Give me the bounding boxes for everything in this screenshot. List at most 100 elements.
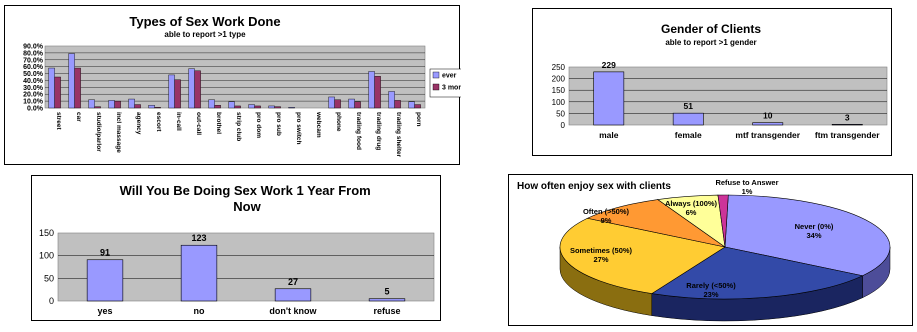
bar-3-months (174, 79, 181, 109)
bar-3-months (414, 104, 421, 109)
bar (368, 298, 406, 302)
bar-ever (408, 101, 415, 109)
chart-title: How often enjoy sex with clients (517, 181, 671, 192)
x-tick-label: mtf transgender (735, 130, 800, 140)
bar-3-months (374, 76, 381, 109)
x-tick-label: car (75, 112, 82, 122)
pie-slice (650, 246, 864, 300)
bar-3-months (274, 106, 281, 109)
y-tick-label: 100 (552, 98, 566, 107)
legend-label: ever (442, 73, 457, 80)
x-tick-label: pro sub (275, 112, 282, 136)
chart-gender-of-clients: Gender of Clients able to report >1 gend… (552, 22, 888, 140)
bar-ever (388, 91, 395, 109)
bar-3-months (234, 105, 241, 109)
data-label: 27 (288, 277, 298, 287)
x-tick-label: trading food (355, 112, 362, 150)
chart-sex-work-next-year: Will You Be Doing Sex Work 1 Year From N… (39, 183, 435, 316)
bar-ever (168, 74, 175, 109)
data-label: 3 (845, 112, 850, 122)
y-tick-label: 50.0% (23, 71, 44, 78)
y-tick-label: 30.0% (23, 85, 44, 92)
y-tick-label: 0.0% (27, 106, 44, 113)
pie-pct-label: 1% (742, 187, 753, 196)
x-tick-label: trading shelter (395, 112, 402, 158)
x-tick-label: webcam (315, 111, 322, 138)
y-tick-label: 60.0% (23, 64, 44, 71)
bar (180, 244, 218, 302)
bar-ever (188, 68, 195, 109)
bar-ever (248, 104, 255, 109)
chart-panel-enjoy-sex-with-clients: How often enjoy sex with clients Never (… (508, 174, 913, 326)
data-label: 51 (684, 101, 694, 111)
y-tick-label: 0 (561, 121, 566, 130)
bar-3-months (74, 67, 81, 109)
bar-ever (208, 99, 215, 109)
bar-ever (328, 96, 335, 109)
bar (672, 112, 704, 126)
data-label: 91 (100, 248, 110, 258)
chart-panel-sex-work-next-year: Will You Be Doing Sex Work 1 Year From N… (31, 175, 441, 321)
bar-3-months (354, 101, 361, 109)
chart-title: Gender of Clients (661, 22, 761, 36)
bar (752, 122, 784, 126)
plot-area (44, 45, 426, 109)
pie-label: Sometimes (50%) (570, 246, 633, 255)
pie-pct-label: 6% (686, 208, 697, 217)
x-tick-label: brothel (215, 112, 222, 134)
x-tick-label: porn (415, 112, 422, 126)
bar-3-months (254, 105, 261, 109)
bar-ever (268, 105, 275, 109)
chart-types-of-sex-work: Types of Sex Work Done able to report >1… (23, 14, 481, 158)
x-tick-label: male (599, 130, 619, 140)
bar-ever (228, 101, 235, 109)
chart-subtitle: able to report >1 type (164, 30, 246, 39)
chart-panel-gender-of-clients: Gender of Clients able to report >1 gend… (532, 8, 892, 156)
x-tick-label: don't know (269, 306, 317, 316)
bar-ever (288, 107, 295, 109)
y-tick-label: 150 (39, 228, 54, 238)
x-tick-label: escort (155, 112, 162, 132)
bar (593, 71, 625, 126)
pie-label: Refuse to Answer (715, 178, 778, 187)
bar-ever (48, 67, 55, 109)
data-label: 229 (602, 60, 616, 70)
pie-pct-label: 23% (703, 290, 718, 299)
x-tick-label: agency (135, 112, 142, 135)
bar (831, 124, 863, 126)
x-tick-label: studio/parlor (95, 112, 102, 152)
bar-ever (108, 100, 115, 109)
bar-ever (368, 71, 375, 109)
legend-swatch (432, 83, 440, 91)
y-tick-label: 250 (552, 63, 566, 72)
y-tick-label: 10.0% (23, 99, 44, 106)
x-tick-label: street (55, 112, 62, 131)
y-tick-label: 0 (49, 296, 54, 306)
bar-ever (88, 99, 95, 109)
y-tick-label: 90.0% (23, 44, 44, 51)
bar-ever (68, 53, 75, 109)
x-tick-label: pro switch (295, 112, 302, 145)
x-tick-label: phone (335, 112, 342, 132)
legend-swatch (432, 71, 440, 79)
pie-label: Rarely (<50%) (686, 281, 736, 290)
bar-3-months (54, 76, 61, 109)
data-label: 10 (763, 111, 773, 121)
bar-ever (148, 105, 155, 109)
legend-label: 3 months (442, 85, 461, 92)
x-tick-label: no (194, 306, 205, 316)
x-tick-label: in-call (175, 112, 182, 131)
pie-slice (717, 194, 729, 248)
chart-subtitle: able to report >1 gender (665, 38, 756, 47)
y-tick-label: 50 (44, 273, 54, 283)
y-tick-label: 200 (552, 75, 566, 84)
y-tick-label: 20.0% (23, 92, 44, 99)
x-tick-label: strip club (235, 112, 242, 141)
pie-slice (559, 217, 726, 294)
x-tick-label: refuse (373, 306, 400, 316)
bar-3-months (334, 99, 341, 109)
bar-3-months (94, 106, 101, 109)
chart-title: Will You Be Doing Sex Work 1 Year From N… (120, 183, 375, 214)
x-tick-label: trading drug (375, 112, 382, 150)
bar-3-months (394, 100, 401, 109)
